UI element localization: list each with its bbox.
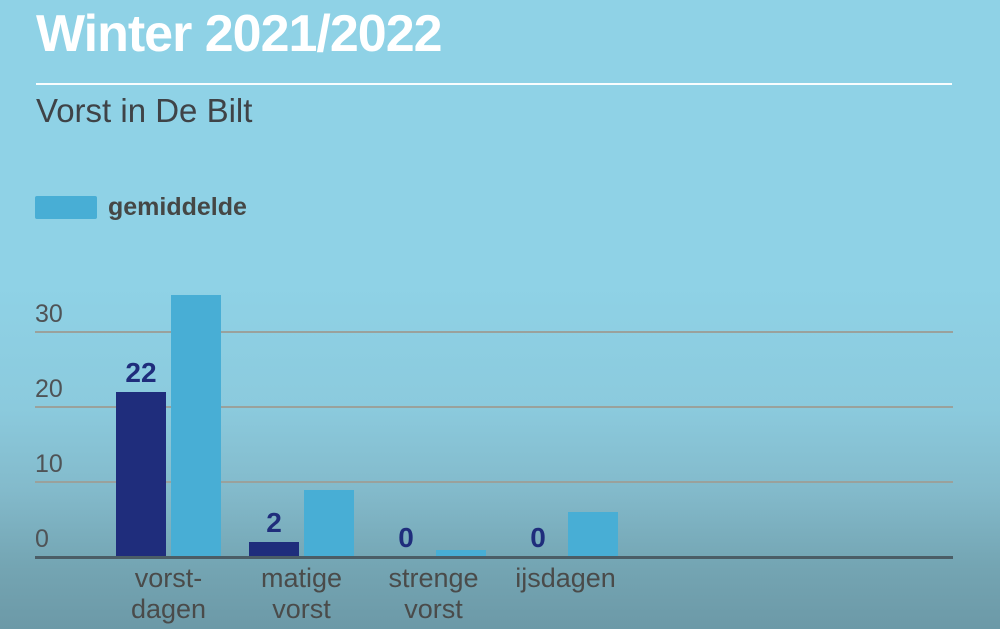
- value-label: 22: [125, 357, 157, 388]
- bar-gemiddelde: [171, 294, 221, 557]
- legend-label: gemiddelde: [108, 192, 247, 221]
- title-divider: [36, 83, 952, 85]
- y-axis-label: 30: [35, 300, 63, 328]
- page-subtitle: Vorst in De Bilt: [36, 92, 253, 129]
- bar-winter: [249, 542, 299, 557]
- y-axis-label: 10: [35, 450, 63, 478]
- bar-gemiddelde: [568, 512, 618, 557]
- y-axis-label: 0: [35, 525, 49, 553]
- category-label: matige vorst: [260, 563, 343, 624]
- value-label: 0: [398, 522, 414, 553]
- bar-gemiddelde: [436, 549, 486, 557]
- category-label: ijsdagen: [515, 563, 616, 593]
- page-title: Winter 2021/2022: [36, 5, 443, 63]
- value-label: 0: [530, 522, 546, 553]
- category-label: vorst- dagen: [130, 563, 207, 624]
- legend-swatch: [35, 195, 97, 219]
- value-label: 2: [266, 507, 282, 538]
- gridline-20: [35, 406, 953, 408]
- category-label: strenge vorst: [388, 563, 479, 624]
- gridline-10: [35, 481, 953, 483]
- x-axis-line: [35, 555, 953, 559]
- bar-gemiddelde: [304, 489, 354, 557]
- legend: gemiddelde: [35, 192, 247, 221]
- bar-winter: [116, 392, 166, 557]
- gridline-30: [35, 331, 953, 333]
- y-axis-label: 20: [35, 375, 63, 403]
